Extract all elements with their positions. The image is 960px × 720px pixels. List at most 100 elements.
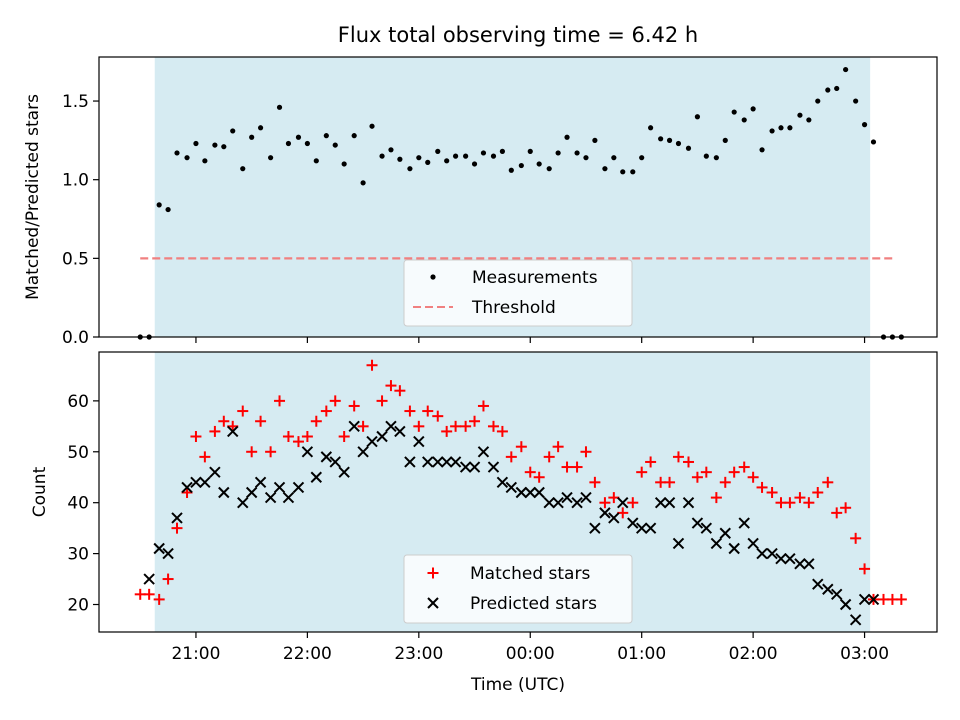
bottom-plot-area <box>134 359 907 626</box>
legend-label-predicted-stars: Predicted stars <box>470 594 597 614</box>
predicted-star-point <box>589 522 601 534</box>
measurement-point <box>379 153 385 159</box>
measurement-point <box>304 140 310 147</box>
predicted-star-point <box>756 547 768 560</box>
predicted-star-point <box>292 481 305 494</box>
predicted-star-point <box>301 446 314 458</box>
matched-star-point <box>441 425 453 437</box>
measurement-point <box>666 137 673 143</box>
measurement-point <box>332 142 338 148</box>
predicted-star-point <box>710 537 723 550</box>
measurement-point <box>527 148 533 154</box>
matched-star-point <box>255 415 267 427</box>
measurement-point <box>407 166 413 172</box>
predicted-star-point <box>209 466 221 478</box>
predicted-star-point <box>543 496 555 509</box>
predicted-star-point <box>812 578 824 590</box>
matched-star-point <box>274 395 286 407</box>
measurement-point <box>648 125 654 131</box>
matched-star-point <box>385 380 397 392</box>
measurement-point <box>675 140 682 147</box>
matched-star-point <box>301 431 313 443</box>
measurement-point <box>750 106 756 112</box>
predicted-star-point <box>171 512 183 524</box>
measurement-point <box>853 98 859 104</box>
matched-star-point <box>524 466 536 478</box>
predicted-star-point <box>766 547 778 560</box>
predicted-star-point <box>505 481 518 494</box>
matched-star-point <box>394 385 406 397</box>
matched-star-point <box>608 492 620 504</box>
top-y-tick-label: 1.0 <box>62 171 89 191</box>
predicted-star-point <box>477 446 490 458</box>
predicted-star-point <box>357 446 369 458</box>
matched-star-point <box>357 420 369 432</box>
measurement-point <box>787 125 793 131</box>
measurement-point <box>341 161 347 167</box>
measurement-point <box>471 161 478 167</box>
predicted-star-point <box>663 496 676 509</box>
predicted-star-point <box>608 512 620 524</box>
measurement-point <box>156 202 162 208</box>
matched-star-point <box>728 466 740 478</box>
matched-star-point <box>143 588 155 600</box>
predicted-star-point <box>627 517 639 529</box>
measurement-point <box>351 133 357 139</box>
measurement-point <box>202 158 208 164</box>
predicted-star-point <box>376 430 388 443</box>
predicted-star-point <box>394 425 406 438</box>
measurement-point <box>435 148 441 154</box>
matched-star-point <box>533 471 545 483</box>
legend-label-measurements: Measurements <box>472 268 598 288</box>
measurement-point <box>249 134 255 140</box>
predicted-star-point <box>719 527 731 539</box>
predicted-star-point <box>747 537 759 550</box>
measurement-point <box>165 206 171 213</box>
matched-star-point <box>682 456 694 468</box>
top-legend: Measurements Threshold <box>403 259 633 327</box>
x-tick-label: 03:00 <box>840 644 889 664</box>
x-axis-label: Time (UTC) <box>470 675 565 695</box>
measurement-point <box>564 134 570 140</box>
predicted-star-point <box>385 420 397 433</box>
measurement-point <box>583 155 589 161</box>
measurement-point <box>323 133 329 139</box>
matched-star-point <box>812 487 824 499</box>
matched-star-point <box>664 476 676 488</box>
predicted-star-point <box>561 491 573 504</box>
predicted-star-point <box>803 558 815 570</box>
measurement-point <box>630 169 636 175</box>
matched-star-point <box>822 476 834 488</box>
matched-star-point <box>617 507 629 519</box>
predicted-star-point <box>422 456 434 468</box>
predicted-star-point <box>413 435 425 448</box>
measurement-point <box>778 125 784 131</box>
measurement-point <box>480 150 487 156</box>
predicted-star-point <box>227 425 239 438</box>
matched-star-point <box>636 466 648 478</box>
matched-star-point <box>756 481 768 493</box>
predicted-star-point <box>831 588 843 601</box>
matched-star-point <box>794 492 806 504</box>
matched-star-point <box>209 425 221 437</box>
measurement-point <box>285 140 292 147</box>
matched-star-point <box>190 431 202 443</box>
measurement-point <box>825 87 831 93</box>
predicted-star-point <box>738 517 750 529</box>
matched-star-point <box>218 415 230 427</box>
matched-star-point <box>348 400 360 412</box>
measurement-point <box>230 128 236 134</box>
matched-star-point <box>552 441 564 453</box>
predicted-star-point <box>580 491 592 504</box>
matched-star-point <box>320 405 332 417</box>
top-axis-ticks: 0.0 0.5 1.0 1.5 <box>62 92 866 348</box>
matched-star-point <box>850 532 862 544</box>
bottom-y-tick-label: 60 <box>67 392 89 412</box>
matched-star-point <box>162 573 174 585</box>
measurement-point <box>843 66 849 73</box>
predicted-star-point <box>366 435 378 448</box>
x-tick-label: 01:00 <box>617 644 666 664</box>
matched-star-point <box>171 522 183 534</box>
predicted-star-point <box>496 476 509 489</box>
